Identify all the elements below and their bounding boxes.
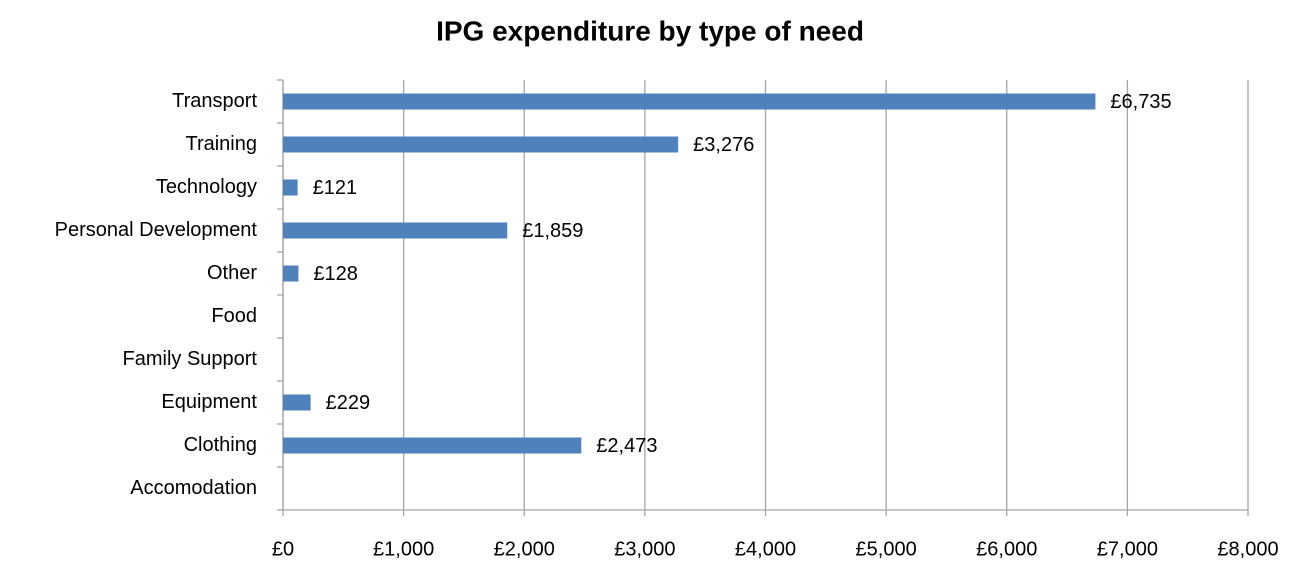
bar: [283, 136, 679, 153]
data-label: £3,276: [693, 134, 754, 156]
y-tick-label: Technology: [156, 176, 257, 198]
bar: [283, 179, 298, 196]
bar: [283, 222, 508, 239]
y-tick-label: Equipment: [161, 391, 257, 413]
bar: [283, 93, 1096, 110]
bar: [283, 437, 582, 454]
data-label: £121: [313, 177, 358, 199]
y-tick-label: Other: [207, 262, 257, 284]
data-label: £6,735: [1110, 91, 1171, 113]
x-tick-label: £0: [272, 538, 294, 560]
data-label: £229: [326, 392, 371, 414]
x-tick-label: £8,000: [1217, 538, 1278, 560]
bar: [283, 394, 311, 411]
x-tick-label: £7,000: [1097, 538, 1158, 560]
y-tick-label: Accomodation: [130, 477, 257, 499]
data-label: £128: [313, 263, 358, 285]
x-tick-label: £3,000: [614, 538, 675, 560]
y-tick-label: Food: [211, 305, 257, 327]
chart-title: IPG expenditure by type of need: [436, 15, 864, 46]
x-tick-label: £4,000: [735, 538, 796, 560]
y-tick-label: Transport: [172, 90, 257, 112]
bar: [283, 265, 299, 282]
y-tick-label: Clothing: [184, 434, 257, 456]
x-tick-label: £1,000: [373, 538, 434, 560]
x-tick-label: £2,000: [494, 538, 555, 560]
x-tick-label: £5,000: [856, 538, 917, 560]
y-tick-label: Training: [185, 133, 257, 155]
data-label: £1,859: [522, 220, 583, 242]
y-tick-label: Family Support: [123, 348, 258, 370]
data-label: £2,473: [596, 435, 657, 457]
x-tick-label: £6,000: [976, 538, 1037, 560]
y-tick-label: Personal Development: [55, 219, 258, 241]
